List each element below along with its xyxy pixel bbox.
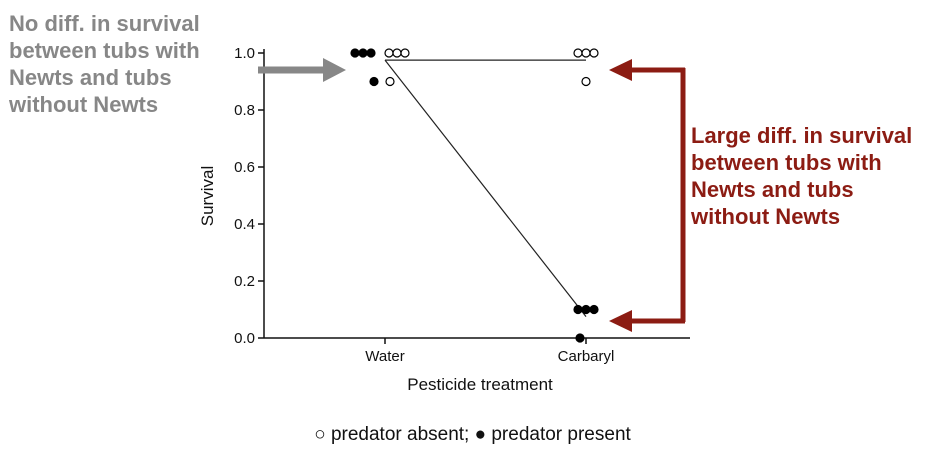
annotation-no-difference: No diff. in survival between tubs with N…: [9, 11, 200, 117]
y-axis-label: Survival: [198, 166, 217, 226]
left-arrow-head: [323, 58, 346, 82]
point-predator-absent: [581, 76, 591, 87]
y-tick-label: 0.2: [234, 273, 255, 290]
point-predator-present: [366, 48, 376, 58]
annotation-large-difference: Large diff. in survival between tubs wit…: [691, 123, 913, 229]
point-predator-present: [369, 76, 379, 87]
point-predator-absent: [581, 48, 591, 58]
y-tick-label: 0.8: [234, 102, 255, 119]
point-predator-absent: [392, 48, 402, 58]
x-tick-label: Carbaryl: [558, 348, 615, 365]
point-predator-present: [350, 48, 360, 58]
point-predator-present: [581, 304, 591, 315]
point-predator-absent: [589, 48, 599, 58]
y-tick-label: 0.4: [234, 216, 255, 233]
right-arrow-top-head: [609, 59, 632, 81]
y-tick-label: 0.6: [234, 159, 255, 176]
point-predator-present: [589, 304, 599, 315]
point-predator-present: [573, 304, 583, 315]
right-arrow-bottom-head: [609, 310, 632, 332]
y-tick-label: 0.0: [234, 330, 255, 347]
x-axis-label: Pesticide treatment: [407, 375, 553, 394]
point-predator-absent: [573, 48, 583, 58]
y-tick-label: 1.0: [234, 45, 255, 62]
point-predator-absent: [400, 48, 410, 58]
legend: ○ predator absent; ● predator present: [314, 424, 631, 445]
point-predator-present: [358, 48, 368, 58]
mean-line-predator-present: [384, 59, 587, 317]
point-predator-absent: [384, 48, 394, 58]
x-tick-label: Water: [365, 348, 404, 365]
point-predator-present: [575, 333, 585, 343]
point-predator-absent: [385, 76, 395, 87]
